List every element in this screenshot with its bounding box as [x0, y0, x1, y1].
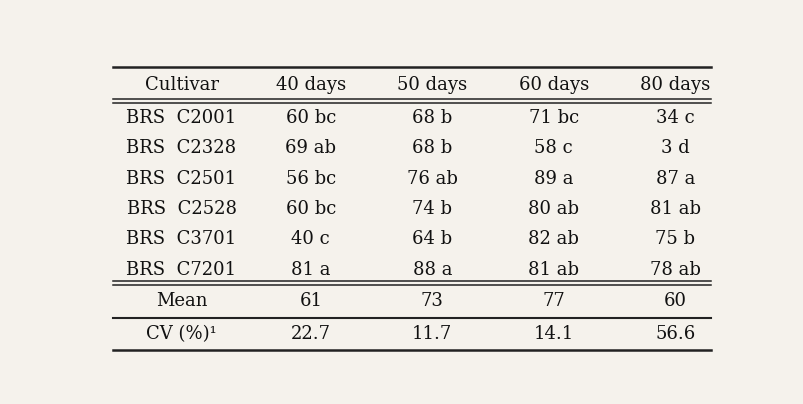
Text: Cultivar: Cultivar [145, 76, 218, 94]
Text: BRS  C2528: BRS C2528 [126, 200, 236, 218]
Text: 80 ab: 80 ab [528, 200, 579, 218]
Text: 78 ab: 78 ab [649, 261, 700, 279]
Text: 11.7: 11.7 [412, 325, 452, 343]
Text: 56.6: 56.6 [654, 325, 695, 343]
Text: Mean: Mean [156, 292, 207, 310]
Text: 58 c: 58 c [534, 139, 573, 158]
Text: 60 bc: 60 bc [285, 200, 336, 218]
Text: BRS  C2501: BRS C2501 [126, 170, 236, 188]
Text: 71 bc: 71 bc [528, 109, 578, 127]
Text: 60 bc: 60 bc [285, 109, 336, 127]
Text: CV (%)¹: CV (%)¹ [146, 325, 217, 343]
Text: BRS  C7201: BRS C7201 [126, 261, 236, 279]
Text: 22.7: 22.7 [291, 325, 330, 343]
Text: 68 b: 68 b [412, 109, 452, 127]
Text: 14.1: 14.1 [533, 325, 573, 343]
Text: 77: 77 [542, 292, 565, 310]
Text: 3 d: 3 d [660, 139, 689, 158]
Text: 81 a: 81 a [291, 261, 330, 279]
Text: 76 ab: 76 ab [406, 170, 457, 188]
Text: 73: 73 [420, 292, 443, 310]
Text: BRS  C3701: BRS C3701 [126, 230, 236, 248]
Text: 64 b: 64 b [412, 230, 452, 248]
Text: 88 a: 88 a [412, 261, 451, 279]
Text: 60: 60 [663, 292, 686, 310]
Text: 81 ab: 81 ab [528, 261, 579, 279]
Text: 87 a: 87 a [654, 170, 694, 188]
Text: BRS  C2001: BRS C2001 [126, 109, 236, 127]
Text: 60 days: 60 days [518, 76, 589, 94]
Text: 80 days: 80 days [639, 76, 710, 94]
Text: 68 b: 68 b [412, 139, 452, 158]
Text: 74 b: 74 b [412, 200, 452, 218]
Text: 50 days: 50 days [397, 76, 467, 94]
Text: 81 ab: 81 ab [649, 200, 700, 218]
Text: 56 bc: 56 bc [285, 170, 336, 188]
Text: 40 days: 40 days [275, 76, 345, 94]
Text: BRS  C2328: BRS C2328 [126, 139, 236, 158]
Text: 75 b: 75 b [654, 230, 695, 248]
Text: 40 c: 40 c [291, 230, 330, 248]
Text: 34 c: 34 c [655, 109, 694, 127]
Text: 89 a: 89 a [533, 170, 573, 188]
Text: 69 ab: 69 ab [285, 139, 336, 158]
Text: 82 ab: 82 ab [528, 230, 578, 248]
Text: 61: 61 [299, 292, 322, 310]
